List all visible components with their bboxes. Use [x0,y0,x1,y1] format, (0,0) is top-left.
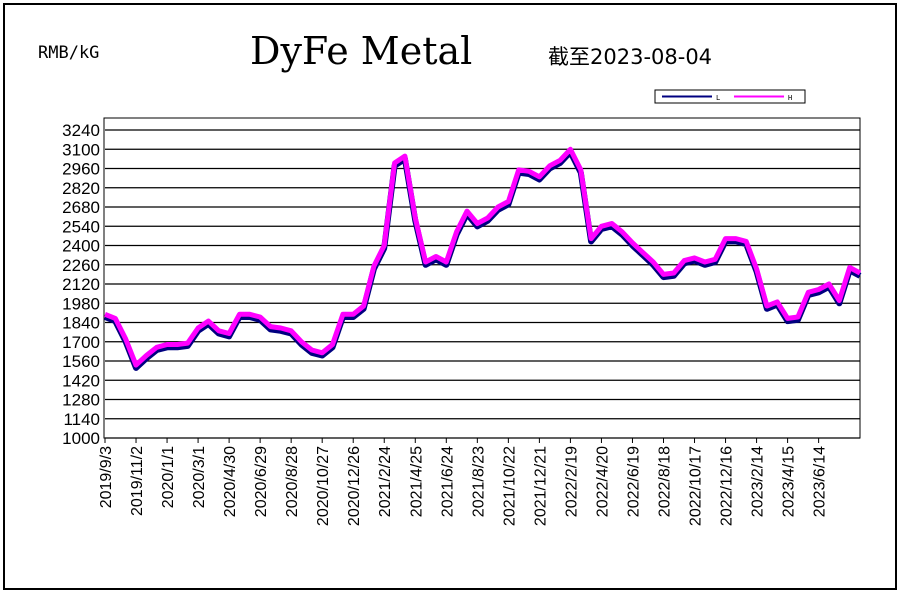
date-note: 截至2023-08-04 [548,45,712,69]
y-tick-label: 1560 [62,352,100,371]
x-tick-label: 2022/8/18 [656,446,673,517]
x-tick-label: 2019/11/2 [129,446,146,516]
y-tick-label: 1280 [62,391,100,410]
unit-label: RMB/kG [38,43,99,63]
x-tick-label: 2021/8/23 [470,446,487,517]
x-tick-label: 2023/4/15 [781,446,798,517]
y-tick-label: 2400 [62,237,100,256]
y-tick-label: 1840 [62,314,100,333]
x-tick-label: 2020/6/29 [253,446,270,517]
x-tick-label: 2023/6/14 [812,446,829,517]
y-tick-label: 2820 [62,179,100,198]
x-tick-label: 2020/4/30 [222,446,239,517]
x-tick-label: 2020/12/26 [346,446,363,526]
y-tick-label: 1000 [62,429,100,448]
x-tick-label: 2022/6/19 [625,446,642,517]
x-tick-label: 2020/1/1 [160,446,177,508]
x-tick-label: 2022/12/16 [719,446,736,526]
legend-label: L [716,94,720,102]
plot-area [103,117,861,439]
x-tick-label: 2021/12/21 [532,446,549,526]
x-tick-label: 2023/2/14 [750,446,767,517]
x-tick-label: 2021/4/25 [408,446,425,517]
y-tick-label: 2540 [62,217,100,236]
legend [654,89,806,104]
y-tick-label: 1420 [62,371,100,390]
x-tick-label: 2021/6/24 [439,446,456,517]
x-tick-label: 2020/3/1 [191,446,208,508]
x-tick-label: 2020/8/28 [284,446,301,517]
x-tick-label: 2020/10/27 [315,446,332,526]
y-tick-label: 2680 [62,198,100,217]
x-tick-label: 2022/2/19 [563,446,580,517]
x-tick-label: 2022/4/20 [594,446,611,517]
legend-label: H [788,94,792,102]
series-line [104,146,862,368]
y-tick-label: 1980 [62,294,100,313]
y-tick-label: 2120 [62,275,100,294]
y-tick-label: 2260 [62,256,100,275]
x-tick-label: 2022/10/17 [688,446,705,526]
y-tick-label: 3100 [62,140,100,159]
y-tick-label: 2960 [62,160,100,179]
x-tick-label: 2021/2/24 [377,446,394,517]
x-tick-label: 2019/9/3 [98,446,115,508]
y-tick-label: 1700 [62,333,100,352]
y-tick-label: 1140 [63,410,100,429]
chart-title: DyFe Metal [250,29,472,73]
x-tick-label: 2021/10/22 [501,446,518,526]
y-tick-label: 3240 [62,121,100,140]
